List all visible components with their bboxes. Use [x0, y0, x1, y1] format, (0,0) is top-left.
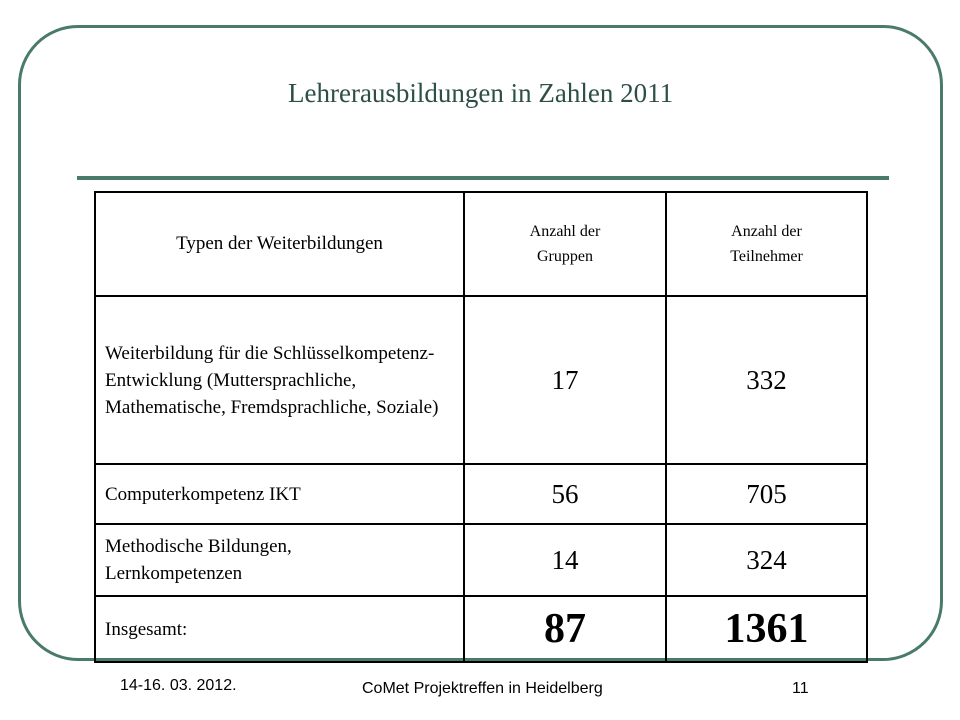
row-label: Computerkompetenz IKT: [94, 463, 465, 525]
title-divider: [77, 176, 889, 180]
footer-event: CoMet Projektreffen in Heidelberg: [362, 680, 603, 697]
table-header-row: Typen der Weiterbildungen Anzahl der Gru…: [94, 191, 868, 297]
row-label: Weiterbildung für die Schlüsselkompetenz…: [94, 295, 465, 465]
slide-title: Lehrerausbildungen in Zahlen 2011: [288, 78, 674, 108]
table-row: Computerkompetenz IKT 56 705: [94, 463, 868, 525]
row-participants: 705: [665, 463, 868, 525]
total-groups: 87: [463, 595, 667, 663]
header-groups: Anzahl der Gruppen: [463, 191, 667, 297]
training-table: Typen der Weiterbildungen Anzahl der Gru…: [94, 191, 868, 663]
row-participants: 324: [665, 523, 868, 597]
total-participants: 1361: [665, 595, 868, 663]
row-groups: 17: [463, 295, 667, 465]
table-row: Weiterbildung für die Schlüsselkompetenz…: [94, 295, 868, 465]
total-label: Insgesamt:: [94, 595, 465, 663]
page-number: 11: [792, 680, 809, 697]
row-groups: 14: [463, 523, 667, 597]
footer-date: 14-16. 03. 2012.: [120, 677, 237, 694]
table-row: Methodische Bildungen, Lernkompetenzen 1…: [94, 523, 868, 597]
header-type: Typen der Weiterbildungen: [94, 191, 465, 297]
row-label: Methodische Bildungen, Lernkompetenzen: [94, 523, 465, 597]
row-groups: 56: [463, 463, 667, 525]
row-participants: 332: [665, 295, 868, 465]
table-total-row: Insgesamt: 87 1361: [94, 595, 868, 663]
header-participants: Anzahl der Teilnehmer: [665, 191, 868, 297]
